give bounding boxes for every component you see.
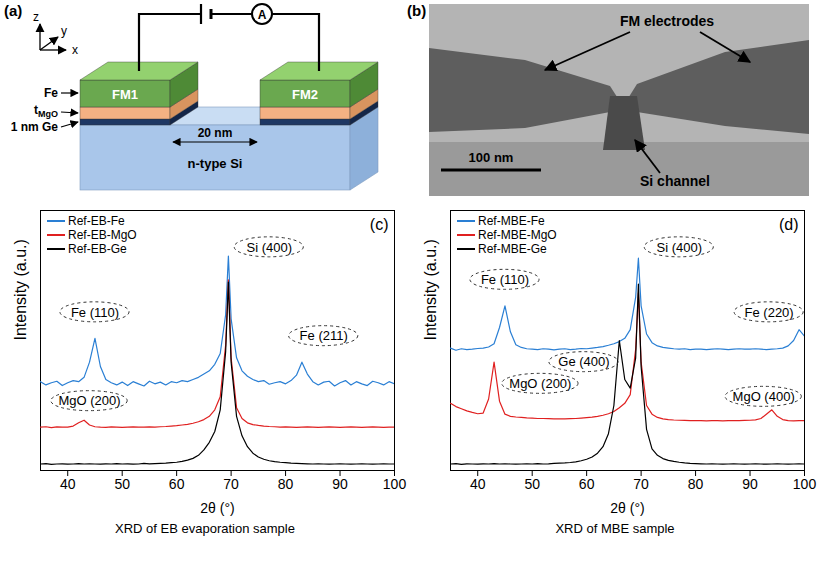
svg-text:Si (400): Si (400) [246,239,292,254]
svg-text:(c): (c) [370,216,389,233]
svg-text:y: y [61,24,67,38]
svg-text:2θ (°): 2θ (°) [200,500,234,516]
svg-text:FM2: FM2 [292,87,318,102]
svg-text:2θ (°): 2θ (°) [610,500,644,516]
svg-text:90: 90 [332,476,348,492]
svg-text:x: x [72,43,78,57]
svg-text:80: 80 [688,476,704,492]
svg-text:Ge (400): Ge (400) [558,354,609,369]
svg-text:MgO (400): MgO (400) [733,389,795,404]
svg-text:n-type Si: n-type Si [188,156,243,171]
html-text:Ref-EB-MgO: Ref-EB-MgO [68,228,137,242]
html-text:Ref-MBE-Ge: Ref-MBE-Ge [478,242,547,256]
svg-text:(b): (b) [407,2,426,19]
html-text:Ref-EB-Fe: Ref-EB-Fe [68,214,125,228]
svg-text:100: 100 [793,476,817,492]
svg-text:tMgO: tMgO [34,103,58,119]
svg-text:FM electrodes: FM electrodes [620,13,714,29]
svg-text:50: 50 [114,476,130,492]
svg-text:Intensity (a.u.): Intensity (a.u.) [422,239,439,340]
html-text:XRD of MBE sample: XRD of MBE sample [555,521,675,536]
svg-text:20 nm: 20 nm [198,126,233,140]
svg-text:Fe (110): Fe (110) [71,304,119,319]
svg-text:Fe (110): Fe (110) [481,272,529,287]
html-text:XRD of EB evaporation sample: XRD of EB evaporation sample [115,521,295,536]
svg-text:60: 60 [579,476,595,492]
svg-text:Si channel: Si channel [640,173,710,189]
svg-text:Fe (220): Fe (220) [745,304,794,319]
svg-text:(a): (a) [4,2,22,19]
html-text:Ref-EB-Ge: Ref-EB-Ge [68,242,127,256]
svg-text:Fe: Fe [44,86,58,100]
svg-text:Intensity (a.u.): Intensity (a.u.) [12,239,29,340]
svg-text:100 nm: 100 nm [469,150,514,165]
svg-text:70: 70 [633,476,649,492]
html-text:Ref-MBE-Fe: Ref-MBE-Fe [478,214,545,228]
svg-text:MgO (200): MgO (200) [58,393,120,408]
svg-text:60: 60 [169,476,185,492]
svg-text:50: 50 [524,476,540,492]
svg-text:(d): (d) [779,216,799,233]
svg-text:80: 80 [278,476,294,492]
svg-text:1 nm Ge: 1 nm Ge [11,120,59,134]
svg-text:Si (400): Si (400) [656,239,702,254]
html-text:Ref-MBE-MgO: Ref-MBE-MgO [478,228,557,242]
svg-text:90: 90 [742,476,758,492]
svg-text:Fe (211): Fe (211) [300,328,348,343]
svg-text:100: 100 [383,476,407,492]
svg-text:MgO (200): MgO (200) [509,376,571,391]
svg-text:A: A [258,8,267,22]
svg-text:40: 40 [470,476,486,492]
svg-text:40: 40 [60,476,76,492]
svg-text:70: 70 [223,476,239,492]
svg-text:z: z [33,10,39,24]
svg-text:FM1: FM1 [112,87,138,102]
